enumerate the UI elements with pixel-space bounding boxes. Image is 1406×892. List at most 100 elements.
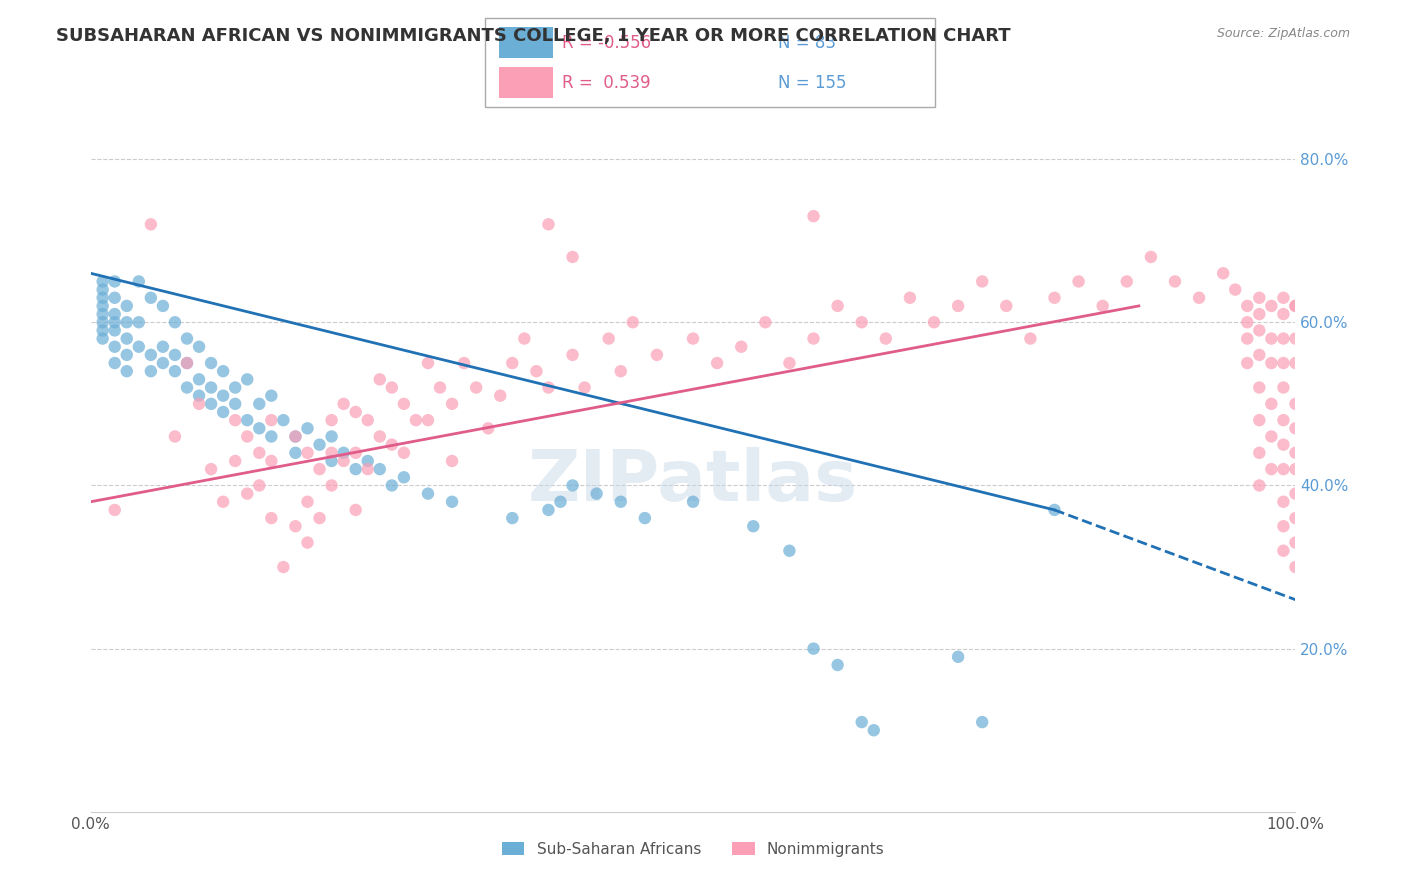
Point (1249, 307, 1271, 321)
Point (561, 478, 583, 492)
Point (321, 478, 343, 492)
Point (200, 397, 222, 411)
Point (91, 283, 114, 297)
Point (200, 462, 222, 476)
Point (1249, 348, 1271, 362)
Point (1236, 356, 1258, 370)
Point (416, 413, 439, 427)
Point (200, 356, 222, 370)
Point (1272, 380, 1295, 394)
FancyBboxPatch shape (485, 18, 935, 107)
Point (115, 299, 138, 313)
Point (1140, 250, 1163, 264)
Point (297, 421, 319, 435)
Point (1260, 462, 1282, 476)
Point (224, 454, 246, 468)
Point (465, 380, 488, 394)
Point (1284, 332, 1306, 346)
Legend: Sub-Saharan Africans, Nonimmigrants: Sub-Saharan Africans, Nonimmigrants (495, 836, 890, 863)
Text: ZIPatlas: ZIPatlas (529, 447, 858, 516)
Point (152, 340, 174, 354)
Point (803, 209, 825, 223)
Point (224, 380, 246, 394)
Point (297, 446, 319, 460)
Point (1091, 299, 1114, 313)
Point (803, 641, 825, 656)
Point (212, 364, 235, 378)
Text: SUBSAHARAN AFRICAN VS NONIMMIGRANTS COLLEGE, 1 YEAR OR MORE CORRELATION CHART: SUBSAHARAN AFRICAN VS NONIMMIGRANTS COLL… (56, 27, 1011, 45)
Point (405, 413, 427, 427)
Point (585, 486, 607, 500)
Point (236, 372, 259, 386)
Point (634, 511, 657, 525)
Point (778, 356, 800, 370)
Bar (499, 27, 553, 58)
Point (176, 356, 198, 370)
Point (754, 315, 776, 329)
Point (321, 429, 343, 443)
Point (115, 364, 138, 378)
Point (1043, 503, 1066, 517)
Point (1236, 299, 1258, 313)
Point (332, 446, 354, 460)
Point (1236, 332, 1258, 346)
Point (163, 315, 186, 329)
Point (332, 397, 354, 411)
Point (537, 217, 560, 231)
Point (392, 446, 415, 460)
Point (212, 495, 235, 509)
Point (1284, 397, 1306, 411)
Point (176, 356, 198, 370)
Point (1019, 332, 1042, 346)
Point (946, 649, 969, 664)
Point (972, 715, 994, 730)
Point (851, 715, 873, 730)
Point (1260, 356, 1282, 370)
Point (139, 291, 162, 305)
Point (188, 340, 211, 354)
Text: N = 155: N = 155 (778, 74, 846, 92)
Point (682, 495, 704, 509)
Point (441, 495, 464, 509)
Point (477, 421, 499, 435)
Point (609, 364, 631, 378)
Point (321, 413, 343, 427)
Point (1284, 299, 1306, 313)
Point (1249, 323, 1271, 337)
Point (453, 356, 475, 370)
Point (898, 291, 921, 305)
Point (128, 340, 150, 354)
Point (260, 511, 283, 525)
Point (284, 429, 307, 443)
Point (621, 315, 644, 329)
Point (851, 315, 873, 329)
Point (104, 315, 127, 329)
Point (598, 332, 620, 346)
Point (501, 511, 523, 525)
Point (297, 495, 319, 509)
Point (1272, 356, 1295, 370)
Point (152, 299, 174, 313)
Point (163, 348, 186, 362)
Point (1284, 511, 1306, 525)
Point (188, 372, 211, 386)
Point (357, 462, 380, 476)
Point (1272, 543, 1295, 558)
Point (1272, 495, 1295, 509)
Point (308, 437, 330, 451)
Point (273, 413, 295, 427)
Point (115, 332, 138, 346)
Point (1188, 291, 1211, 305)
Point (995, 299, 1018, 313)
Point (139, 364, 162, 378)
Point (321, 446, 343, 460)
Point (104, 340, 127, 354)
Text: R = -0.556: R = -0.556 (561, 34, 651, 52)
Point (247, 421, 270, 435)
Point (875, 332, 897, 346)
Point (344, 446, 367, 460)
Point (1236, 315, 1258, 329)
Point (972, 275, 994, 289)
Point (163, 364, 186, 378)
Point (91, 323, 114, 337)
